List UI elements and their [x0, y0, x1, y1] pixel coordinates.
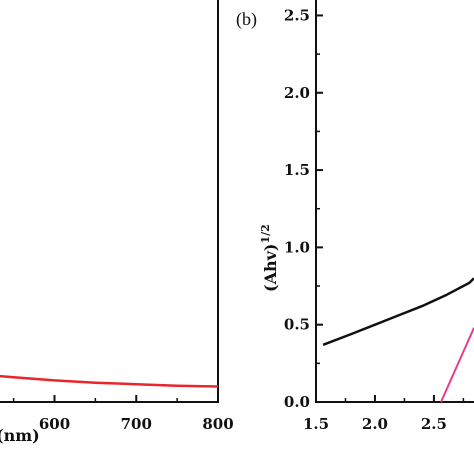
panel-a-x-ticks: 600 700 800: [12, 395, 234, 433]
panel-b-x-tick-label: 2.0: [362, 415, 388, 433]
panel-b-y-axis-label: (Ahv)1/2: [259, 224, 280, 292]
panel-b: (b) 0.0 0.5 1.0 1.5 2.0 2.5 1.5 2.0 2.5 (Ahv)1/…: [236, 0, 474, 433]
panel-b-y-ticks: 0.0 0.5 1.0 1.5 2.0 2.5: [284, 6, 323, 411]
panel-a: 600 700 800 (nm): [0, 0, 234, 445]
y-axis-label-main: (Ahv): [261, 244, 280, 292]
panel-b-fit-line: [440, 327, 474, 403]
panel-a-x-axis-label: (nm): [0, 426, 40, 445]
panel-a-x-tick-label: 800: [202, 415, 233, 433]
panel-a-series: [0, 374, 219, 388]
panel-b-y-tick-label: 0.5: [284, 316, 310, 334]
panel-a-x-tick-label: 700: [121, 415, 152, 433]
panel-a-series-line: [0, 374, 219, 388]
panel-b-x-tick-label: 1.5: [303, 415, 329, 433]
panel-b-y-tick-label: 2.0: [284, 84, 310, 102]
panel-b-y-tick-label: 0.0: [284, 393, 310, 411]
panel-b-series: [322, 277, 474, 403]
panel-b-label: (b): [236, 9, 257, 30]
panel-b-y-tick-label: 1.5: [284, 161, 310, 179]
panel-b-y-tick-label: 2.5: [284, 6, 310, 24]
panel-b-y-tick-label: 1.0: [284, 238, 310, 256]
y-axis-label-superscript: 1/2: [259, 224, 272, 243]
panel-b-x-ticks: 1.5 2.0 2.5: [303, 395, 465, 433]
panel-b-data-curve: [322, 277, 474, 346]
panel-a-x-tick-label: 600: [39, 415, 70, 433]
panel-b-x-tick-label: 2.5: [421, 415, 447, 433]
